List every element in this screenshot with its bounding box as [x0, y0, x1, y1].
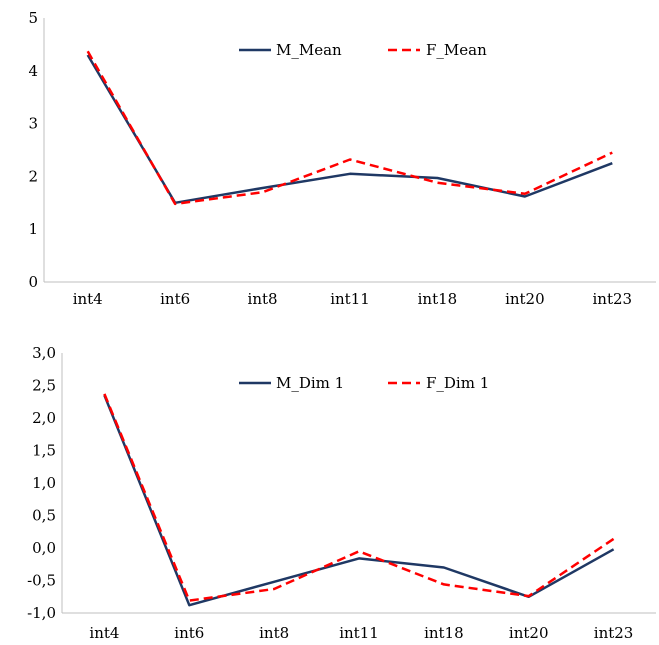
x-tick-label: int11	[330, 290, 370, 308]
chart-dim1: -1,0 -0,5 0,0 0,5 1,0 1,5 2,0 2,5 3,0 int4 int6 int…	[27, 344, 656, 642]
y-tick-label: 0	[28, 273, 38, 291]
x-tick-label: int23	[592, 290, 632, 308]
y-tick-label: 2	[28, 167, 38, 185]
x-tick-label: int11	[339, 624, 379, 642]
series-line-male	[103, 394, 615, 607]
x-tick-label: int18	[424, 624, 464, 642]
y-tick-label: 0,0	[32, 539, 56, 557]
series-line-female	[103, 393, 615, 602]
legend-label: M_Dim 1	[276, 374, 344, 392]
y-tick-label: 5	[28, 9, 38, 27]
x-tick-label: int6	[174, 624, 204, 642]
x-tick-label: int4	[73, 290, 103, 308]
x-tick-label: int18	[418, 290, 458, 308]
y-tick-label: 1,5	[32, 442, 56, 460]
legend-label: F_Dim 1	[426, 374, 489, 392]
y-tick-label: 1	[28, 220, 38, 238]
y-tick-label: 0,5	[32, 507, 56, 525]
x-tick-label: int8	[248, 290, 278, 308]
x-tick-label: int23	[594, 624, 634, 642]
series-line-male	[86, 54, 613, 205]
x-tick-label: int4	[89, 624, 119, 642]
y-tick-label: 3	[28, 115, 38, 133]
y-tick-label: -1,0	[27, 604, 56, 622]
y-tick-label: 4	[28, 62, 38, 80]
y-tick-label: 2,0	[32, 409, 56, 427]
x-tick-label: int8	[259, 624, 289, 642]
y-tick-label: 2,5	[32, 377, 56, 395]
legend-label: F_Mean	[426, 41, 487, 59]
y-tick-label: -0,5	[27, 572, 56, 590]
series-line-female	[86, 50, 613, 206]
y-tick-label: 3,0	[32, 344, 56, 362]
x-tick-label: int20	[505, 290, 545, 308]
y-tick-label: 1,0	[32, 474, 56, 492]
x-tick-label: int6	[160, 290, 190, 308]
x-tick-label: int20	[509, 624, 549, 642]
legend-label: M_Mean	[276, 41, 342, 59]
chart-mean: 0 1 2 3 4 5 int4 int6 int8 int11 int18 int20 int23 M_…	[28, 9, 656, 308]
